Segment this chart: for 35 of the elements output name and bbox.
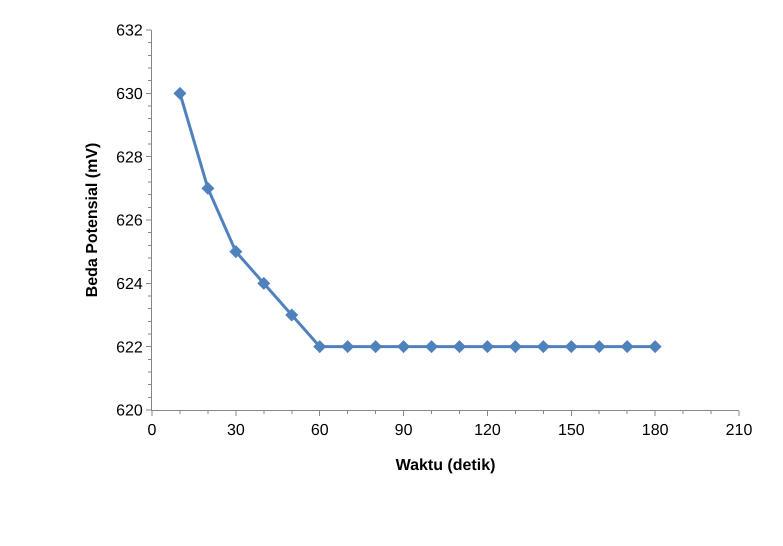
y-tick-label: 632 — [116, 22, 143, 40]
y-tick-label: 626 — [116, 212, 143, 230]
x-tick-label: 30 — [226, 422, 245, 440]
point — [229, 245, 242, 258]
point — [592, 340, 606, 354]
x-tick-label: 60 — [310, 422, 329, 440]
point — [341, 340, 354, 354]
y-tick-label: 622 — [116, 339, 143, 356]
point — [620, 340, 634, 354]
point — [313, 340, 326, 354]
y-axis-title: Beda Potensial (mV) — [84, 142, 101, 298]
x-tick-label: 0 — [148, 422, 157, 440]
y-tick-label: 624 — [116, 276, 143, 293]
y-tick-label: 628 — [116, 149, 143, 166]
x-tick-label: 210 — [726, 422, 752, 440]
point — [452, 340, 466, 354]
x-tick-label: 120 — [474, 422, 501, 440]
point — [285, 308, 298, 322]
y-tick-label: 620 — [116, 402, 143, 420]
point — [397, 340, 410, 354]
point — [257, 276, 270, 290]
x-tick-label: 180 — [642, 422, 669, 440]
x-axis-title: Waktu (detik) — [396, 456, 496, 474]
y-tick-label: 630 — [116, 86, 143, 103]
point — [648, 340, 662, 354]
point — [201, 182, 214, 195]
x-tick-label: 90 — [394, 422, 413, 440]
point — [425, 340, 438, 354]
point — [536, 340, 550, 354]
x-tick-label: 150 — [558, 422, 585, 440]
point — [173, 86, 186, 100]
point — [480, 340, 494, 354]
point — [369, 340, 382, 354]
point — [564, 340, 578, 354]
point — [508, 340, 522, 354]
